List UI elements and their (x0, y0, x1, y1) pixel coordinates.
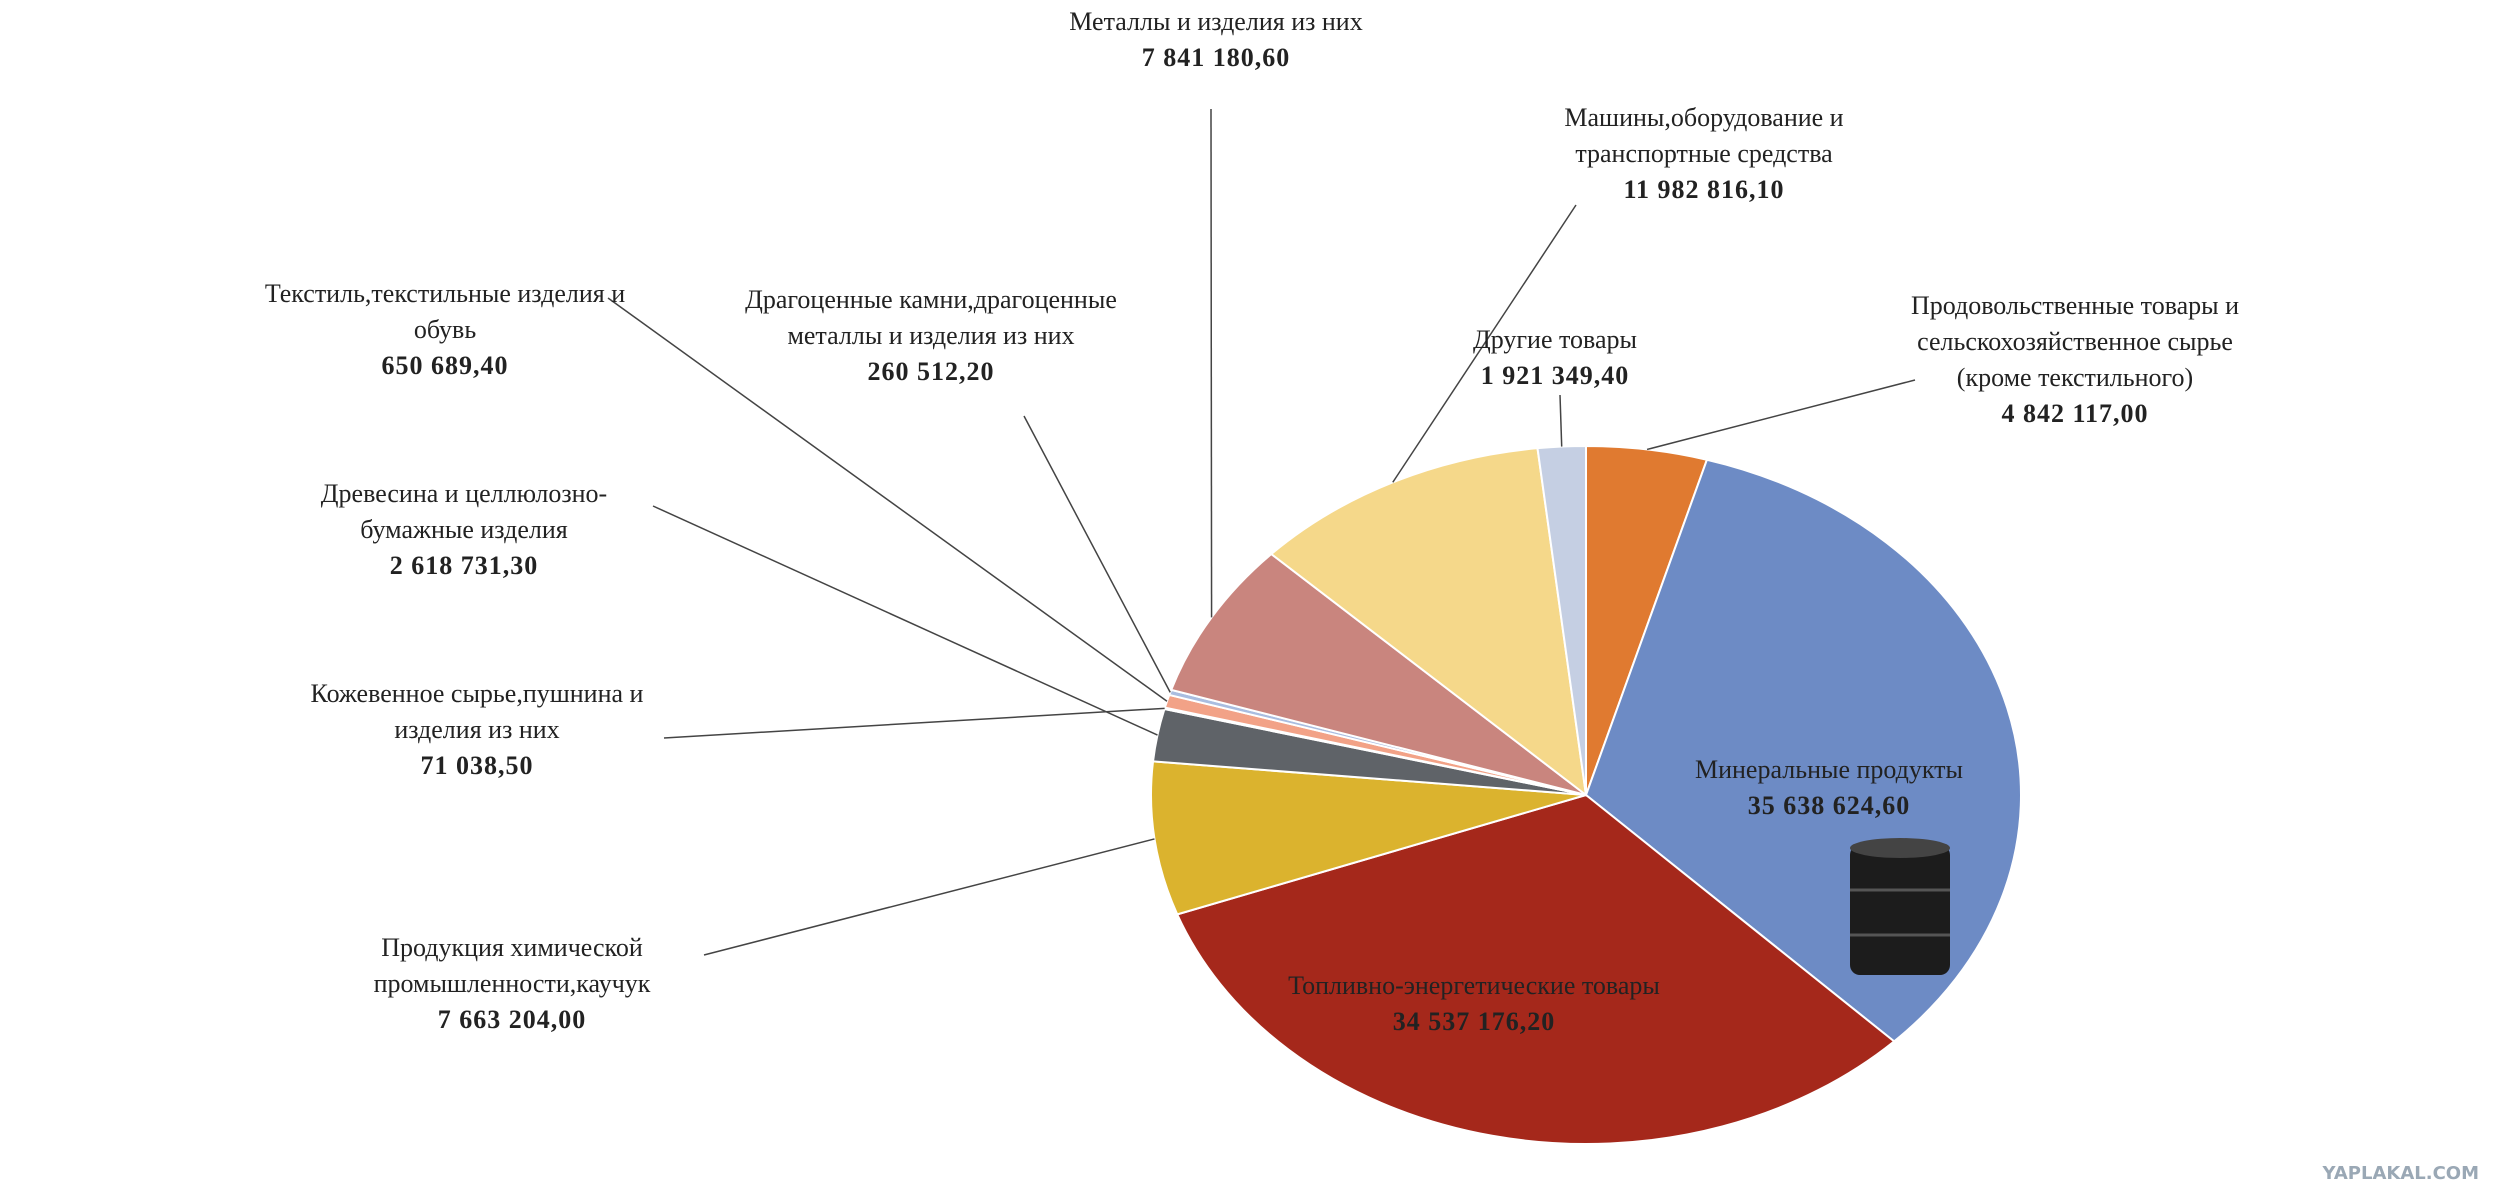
slice-label: Металлы и изделия из них 7 841 180,60 (1026, 4, 1406, 76)
slice-label: Машины,оборудование и транспортные средс… (1514, 100, 1894, 208)
slice-label: Древесина и целлюлозно-бумажные изделия 2… (274, 476, 654, 584)
slice-label: Топливно-энергетические товары 34 537 176… (1284, 968, 1664, 1040)
category-label: Другие товары (1473, 325, 1637, 354)
category-label: Металлы и изделия из них (1069, 7, 1363, 36)
leader-line (1023, 415, 1171, 693)
value-label: 1 921 349,40 (1480, 361, 1630, 390)
category-label: Продовольственные товары и сельскохозяйс… (1910, 291, 2240, 392)
slice-label: Продовольственные товары и сельскохозяйс… (1885, 288, 2265, 432)
value-label: 71 038,50 (420, 751, 534, 780)
slice-label: Минеральные продукты 35 638 624,60 (1639, 752, 2019, 824)
category-label: Минеральные продукты (1694, 755, 1964, 784)
leader-line (1646, 379, 1916, 451)
pie-slice (1169, 552, 1587, 796)
leader-line (1210, 108, 1213, 618)
value-label: 260 512,20 (867, 357, 995, 386)
leader-line (652, 505, 1158, 736)
leader-line (703, 838, 1155, 956)
category-label: Кожевенное сырье,пушнина и изделия из ни… (310, 679, 644, 744)
value-label: 34 537 176,20 (1392, 1007, 1556, 1036)
category-label: Текстиль,текстильные изделия и обувь (264, 279, 626, 344)
leader-line (663, 707, 1165, 739)
slice-label: Продукция химической промышленности,кауч… (322, 930, 702, 1038)
leader-line (607, 297, 1168, 702)
slice-label: Текстиль,текстильные изделия и обувь 650 … (255, 276, 635, 384)
value-label: 7 663 204,00 (437, 1005, 587, 1034)
category-label: Топливно-энергетические товары (1288, 971, 1660, 1000)
category-label: Драгоценные камни,драгоценные металлы и … (745, 285, 1117, 350)
leader-line (1392, 204, 1577, 483)
value-label: 11 982 816,10 (1623, 175, 1785, 204)
pie-slice (1175, 793, 1896, 1146)
watermark: YAPLAKAL.COM (2322, 1163, 2479, 1184)
category-label: Продукция химической промышленности,кауч… (373, 933, 651, 998)
value-label: 35 638 624,60 (1747, 791, 1911, 820)
pie-slice (1536, 444, 1587, 796)
pie (1150, 444, 2022, 1146)
slice-label: Драгоценные камни,драгоценные металлы и … (741, 282, 1121, 390)
category-label: Машины,оборудование и транспортные средс… (1564, 103, 1844, 168)
pie-slice (1269, 447, 1588, 798)
value-label: 4 842 117,00 (2001, 399, 2149, 428)
value-label: 2 618 731,30 (389, 551, 539, 580)
value-label: 7 841 180,60 (1141, 43, 1291, 72)
category-label: Древесина и целлюлозно-бумажные изделия (320, 479, 608, 544)
slice-label: Кожевенное сырье,пушнина и изделия из ни… (287, 676, 667, 784)
slice-label: Другие товары 1 921 349,40 (1365, 322, 1745, 394)
leader-line (1559, 394, 1563, 447)
value-label: 650 689,40 (381, 351, 509, 380)
barrel-icon (1850, 838, 1950, 975)
